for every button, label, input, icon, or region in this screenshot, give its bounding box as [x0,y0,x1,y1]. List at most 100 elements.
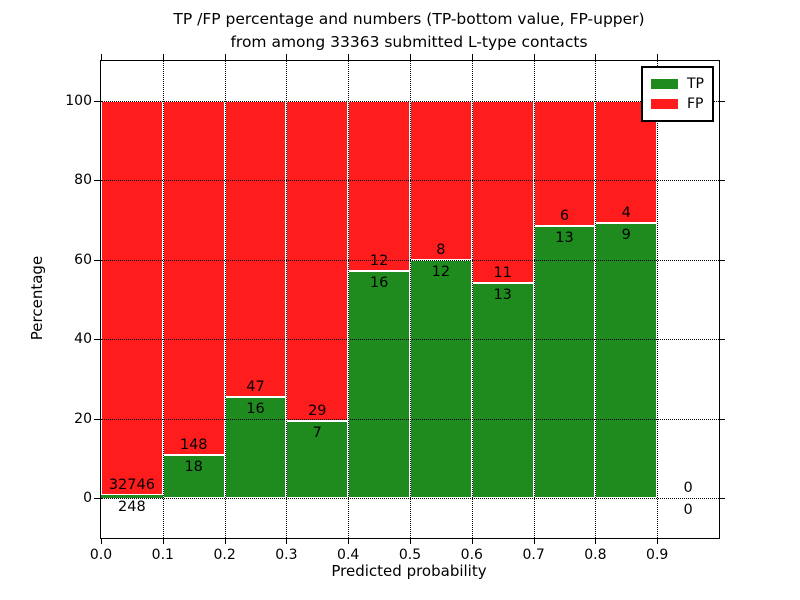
y-tick-mark [94,498,100,500]
tp-bar [410,259,472,499]
x-tick-mark [410,538,411,544]
x-tick-mark-top [224,54,226,60]
y-tick-mark-right [719,418,725,420]
x-tick-label: 0.9 [646,547,669,563]
x-gridline [471,61,473,538]
x-tick-mark-top [162,54,164,60]
x-tick-mark-top [286,54,288,60]
y-axis-label: Percentage [28,255,46,341]
y-tick-label: 80 [74,172,92,189]
x-tick-mark [595,538,597,544]
y-tick-mark [94,418,100,420]
y-tick-label: 20 [74,410,92,427]
x-tick-label: 0.5 [398,547,422,563]
fp-bar [471,100,534,283]
x-tick-mark-top [533,54,535,60]
tp-bar [101,495,163,499]
x-gridline [348,61,350,538]
x-tick-label: 0.7 [522,547,545,563]
x-tick-label: 0.4 [337,547,360,563]
chart-title: TP /FP percentage and numbers (TP-bottom… [100,8,718,54]
fp-count-label: 0 [683,480,693,497]
tp-bar [471,282,534,499]
x-tick-label: 0.8 [584,547,607,563]
x-tick-mark [286,538,288,544]
x-tick-mark [101,538,102,544]
x-axis-label: Predicted probability [331,562,487,580]
x-tick-label: 0.3 [275,547,298,563]
legend: TP FP [641,66,714,122]
fp-bar [162,100,225,456]
plot-area: 0 20 40 60 80 100 0.0 0.1 0.2 0.3 0.4 0.5 0.6 0.7 0.8 0… [65,54,725,563]
fp-count-label: 12 [369,253,389,270]
tp-count-label: 7 [312,424,322,441]
y-tick-mark [94,339,100,341]
x-gridline [595,61,597,538]
tp-count-label: 16 [369,275,389,292]
x-tick-mark [162,538,164,544]
x-tick-mark [348,538,350,544]
y-tick-mark-right [719,100,725,102]
tp-count-label: 9 [621,227,631,244]
y-tick-mark [94,180,100,182]
x-gridline [224,61,226,538]
y-tick-mark [94,259,100,261]
y-tick-mark-right [719,259,725,261]
y-tick-mark-right [719,180,725,182]
tp-count-label: 18 [184,459,203,476]
y-tick-label: 100 [65,92,92,109]
tp-count-label: 13 [555,230,574,247]
legend-item-tp: TP [651,74,704,94]
x-gridline [286,61,288,538]
fp-bar [101,100,163,496]
x-gridline [533,61,535,538]
x-tick-label: 0.6 [460,547,483,563]
legend-item-fp: FP [651,94,704,114]
fp-count-label: 8 [436,241,446,258]
y-tick-label: 60 [74,251,92,268]
tp-bar [533,226,596,499]
tp-bar [595,223,658,499]
tp-count-label: 12 [431,263,451,280]
fp-count-label: 6 [559,208,570,225]
x-gridline [410,61,411,538]
x-tick-mark [657,538,659,544]
tp-bar [162,455,225,499]
x-tick-mark-top [657,54,659,60]
y-tick-label: 0 [83,490,92,507]
tp-count-label: 0 [683,502,693,519]
tp-bar [348,271,410,499]
x-tick-mark-top [595,54,597,60]
x-tick-mark-top [101,54,102,60]
fp-count-label: 29 [308,402,327,419]
tp-swatch-icon [651,79,678,89]
fp-count-label: 4 [621,205,631,222]
x-tick-label: 0.2 [213,547,236,563]
x-tick-label: 0.0 [89,547,113,563]
y-tick-mark [94,100,100,102]
chart-title-line2: from among 33363 submitted L-type contac… [230,33,588,51]
x-gridline [162,61,164,538]
fp-count-label: 148 [179,437,208,454]
fp-bar [286,100,349,421]
x-tick-mark-top [348,54,350,60]
chart-title-line1: TP /FP percentage and numbers (TP-bottom… [173,10,645,28]
x-tick-mark [533,538,535,544]
fp-swatch-icon [651,99,678,109]
x-tick-mark-top [410,54,411,60]
y-tick-mark-right [719,498,725,500]
tp-count-label: 248 [118,499,146,516]
legend-label-fp: FP [687,96,704,112]
x-tick-mark-top [471,54,473,60]
fp-count-label: 32746 [108,477,155,494]
fp-count-label: 11 [493,264,512,281]
x-tick-label: 0.1 [151,547,174,563]
y-tick-mark-right [719,339,725,341]
tp-count-label: 16 [246,401,265,418]
x-tick-mark [471,538,473,544]
y-tick-label: 40 [74,331,92,348]
fp-bar [224,100,287,398]
x-gridline [657,61,659,538]
tp-count-label: 13 [493,286,512,303]
